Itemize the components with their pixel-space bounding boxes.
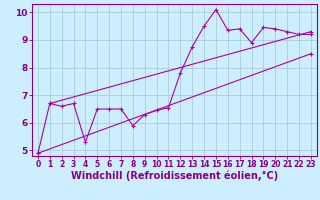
X-axis label: Windchill (Refroidissement éolien,°C): Windchill (Refroidissement éolien,°C) xyxy=(71,171,278,181)
